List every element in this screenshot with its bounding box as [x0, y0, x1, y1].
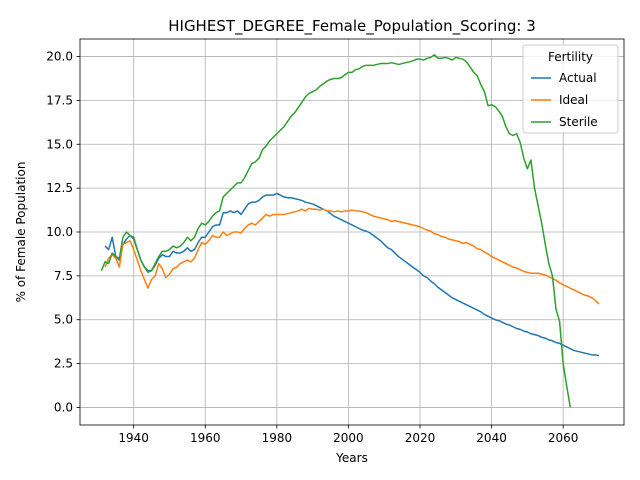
- y-tick-label: 0.0: [54, 400, 73, 414]
- y-tick-label: 5.0: [54, 313, 73, 327]
- grid: [80, 39, 624, 425]
- y-tick-label: 20.0: [46, 50, 73, 64]
- x-tick-label: 2000: [333, 431, 364, 445]
- y-tick-label: 2.5: [54, 357, 73, 371]
- x-tick-label: 2020: [405, 431, 436, 445]
- legend: Fertility Actual Ideal Sterile: [522, 44, 619, 134]
- legend-entries: Actual Ideal Sterile: [531, 71, 598, 129]
- series-line-actual: [104, 192, 600, 357]
- series-line-sterile: [100, 54, 572, 408]
- legend-box: [522, 44, 619, 134]
- x-tick-label: 1980: [262, 431, 293, 445]
- x-axis-label: Years: [335, 451, 368, 465]
- y-tick-label: 17.5: [46, 93, 73, 107]
- y-axis-ticks: 0.0 2.5 5.0 7.5 10.0 12.5 15.0 17.5 20.0: [46, 50, 80, 414]
- y-axis-label: % of Female Population: [14, 162, 28, 303]
- x-tick-label: 2060: [548, 431, 579, 445]
- x-tick-label: 1960: [190, 431, 221, 445]
- y-tick-label: 10.0: [46, 225, 73, 239]
- legend-label-sterile: Sterile: [559, 115, 598, 129]
- chart-title: HIGHEST_DEGREE_Female_Population_Scoring…: [168, 17, 536, 36]
- x-tick-label: 2040: [476, 431, 507, 445]
- legend-label-actual: Actual: [559, 71, 597, 85]
- legend-title: Fertility: [548, 50, 593, 64]
- series-line-ideal: [104, 207, 600, 305]
- y-tick-label: 15.0: [46, 137, 73, 151]
- y-tick-label: 12.5: [46, 181, 73, 195]
- x-axis-ticks: 1940 1960 1980 2000 2020 2040 2060: [118, 425, 578, 445]
- x-tick-label: 1940: [118, 431, 149, 445]
- series-lines: [100, 54, 600, 408]
- legend-label-ideal: Ideal: [559, 93, 588, 107]
- y-tick-label: 7.5: [54, 269, 73, 283]
